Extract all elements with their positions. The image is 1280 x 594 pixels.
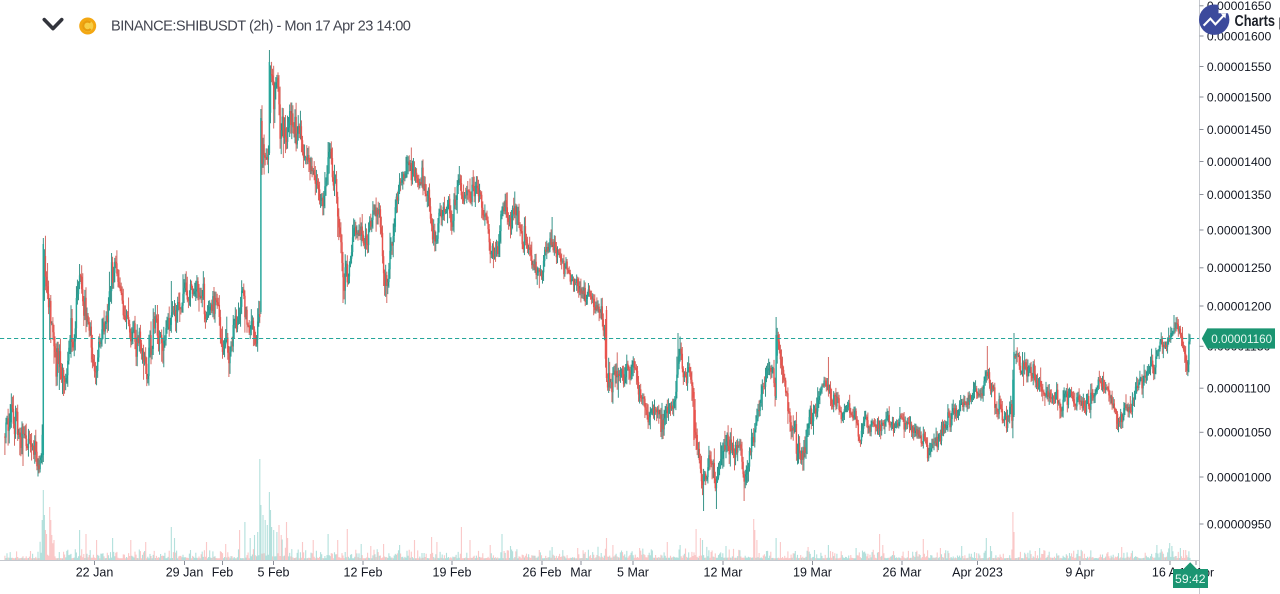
svg-text:0.00001100: 0.00001100 [1207, 382, 1271, 396]
svg-text:9 Apr: 9 Apr [1065, 566, 1094, 580]
svg-text:59:42: 59:42 [1175, 572, 1206, 586]
svg-text:0.00001550: 0.00001550 [1207, 60, 1272, 74]
svg-text:26 Feb: 26 Feb [523, 566, 562, 580]
svg-text:0.00001000: 0.00001000 [1207, 470, 1272, 484]
svg-text:5 Feb: 5 Feb [258, 566, 290, 580]
svg-text:26 Mar: 26 Mar [883, 566, 922, 580]
svg-text:19 Mar: 19 Mar [793, 566, 832, 580]
svg-text:0.00001300: 0.00001300 [1207, 223, 1272, 237]
svg-text:Apr 2023: Apr 2023 [952, 566, 1003, 580]
svg-text:Charts powered by: Charts powered by [1235, 13, 1280, 31]
svg-text:0.00001500: 0.00001500 [1207, 90, 1272, 104]
svg-text:Feb: Feb [212, 566, 234, 580]
svg-text:0.00001450: 0.00001450 [1207, 123, 1272, 137]
svg-text:0.00001250: 0.00001250 [1207, 261, 1272, 275]
svg-text:5 Mar: 5 Mar [617, 566, 649, 580]
svg-text:22 Jan: 22 Jan [76, 566, 114, 580]
svg-text:12 Mar: 12 Mar [704, 566, 743, 580]
svg-text:0.00001400: 0.00001400 [1207, 155, 1272, 169]
svg-text:0.00001350: 0.00001350 [1207, 188, 1272, 202]
svg-text:BINANCE:SHIBUSDT (2h) - Mon 17: BINANCE:SHIBUSDT (2h) - Mon 17 Apr 23 14… [111, 19, 411, 35]
svg-text:0.00001650: 0.00001650 [1207, 0, 1272, 13]
svg-text:0.00000950: 0.00000950 [1207, 517, 1272, 531]
svg-text:0.00001600: 0.00001600 [1207, 29, 1272, 43]
svg-text:29 Jan: 29 Jan [166, 566, 204, 580]
svg-text:Mar: Mar [570, 566, 592, 580]
svg-text:0.00001160: 0.00001160 [1211, 333, 1272, 346]
svg-text:19 Feb: 19 Feb [433, 566, 472, 580]
svg-text:0.00001050: 0.00001050 [1207, 426, 1272, 440]
svg-text:12 Feb: 12 Feb [344, 566, 383, 580]
svg-text:0.00001200: 0.00001200 [1207, 299, 1272, 313]
